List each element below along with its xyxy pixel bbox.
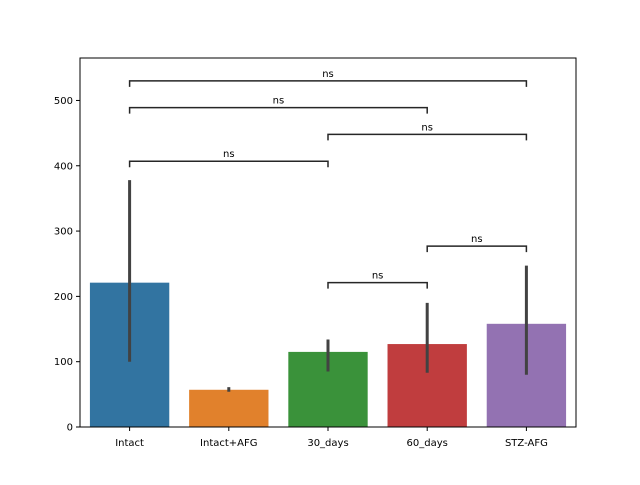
significance-bracket (128, 80, 528, 87)
x-tick-label: 60_days (407, 438, 448, 449)
bar-intact-afg (189, 389, 269, 427)
significance-label: ns (322, 69, 334, 80)
significance-bracket (327, 281, 428, 289)
y-tick-label: 400 (54, 161, 73, 172)
y-tick-label: 100 (54, 357, 73, 368)
y-tick-label: 0 (67, 423, 73, 434)
significance-label: ns (223, 149, 235, 160)
significance-bracket (128, 160, 329, 168)
x-tick-label: 30_days (307, 438, 348, 449)
significance-label: ns (372, 271, 384, 282)
x-tick-label: Intact (115, 438, 144, 449)
significance-bracket (128, 106, 428, 114)
y-tick-label: 200 (54, 292, 73, 303)
y-tick-label: 300 (54, 227, 73, 238)
significance-label: ns (273, 96, 285, 107)
x-tick-label: STZ-AFG (505, 438, 548, 449)
significance-bracket (327, 133, 528, 141)
x-tick-label: Intact+AFG (200, 438, 257, 449)
significance-bracket (426, 245, 528, 253)
significance-label: ns (471, 234, 483, 245)
y-tick-label: 500 (54, 96, 73, 107)
significance-label: ns (421, 122, 433, 133)
